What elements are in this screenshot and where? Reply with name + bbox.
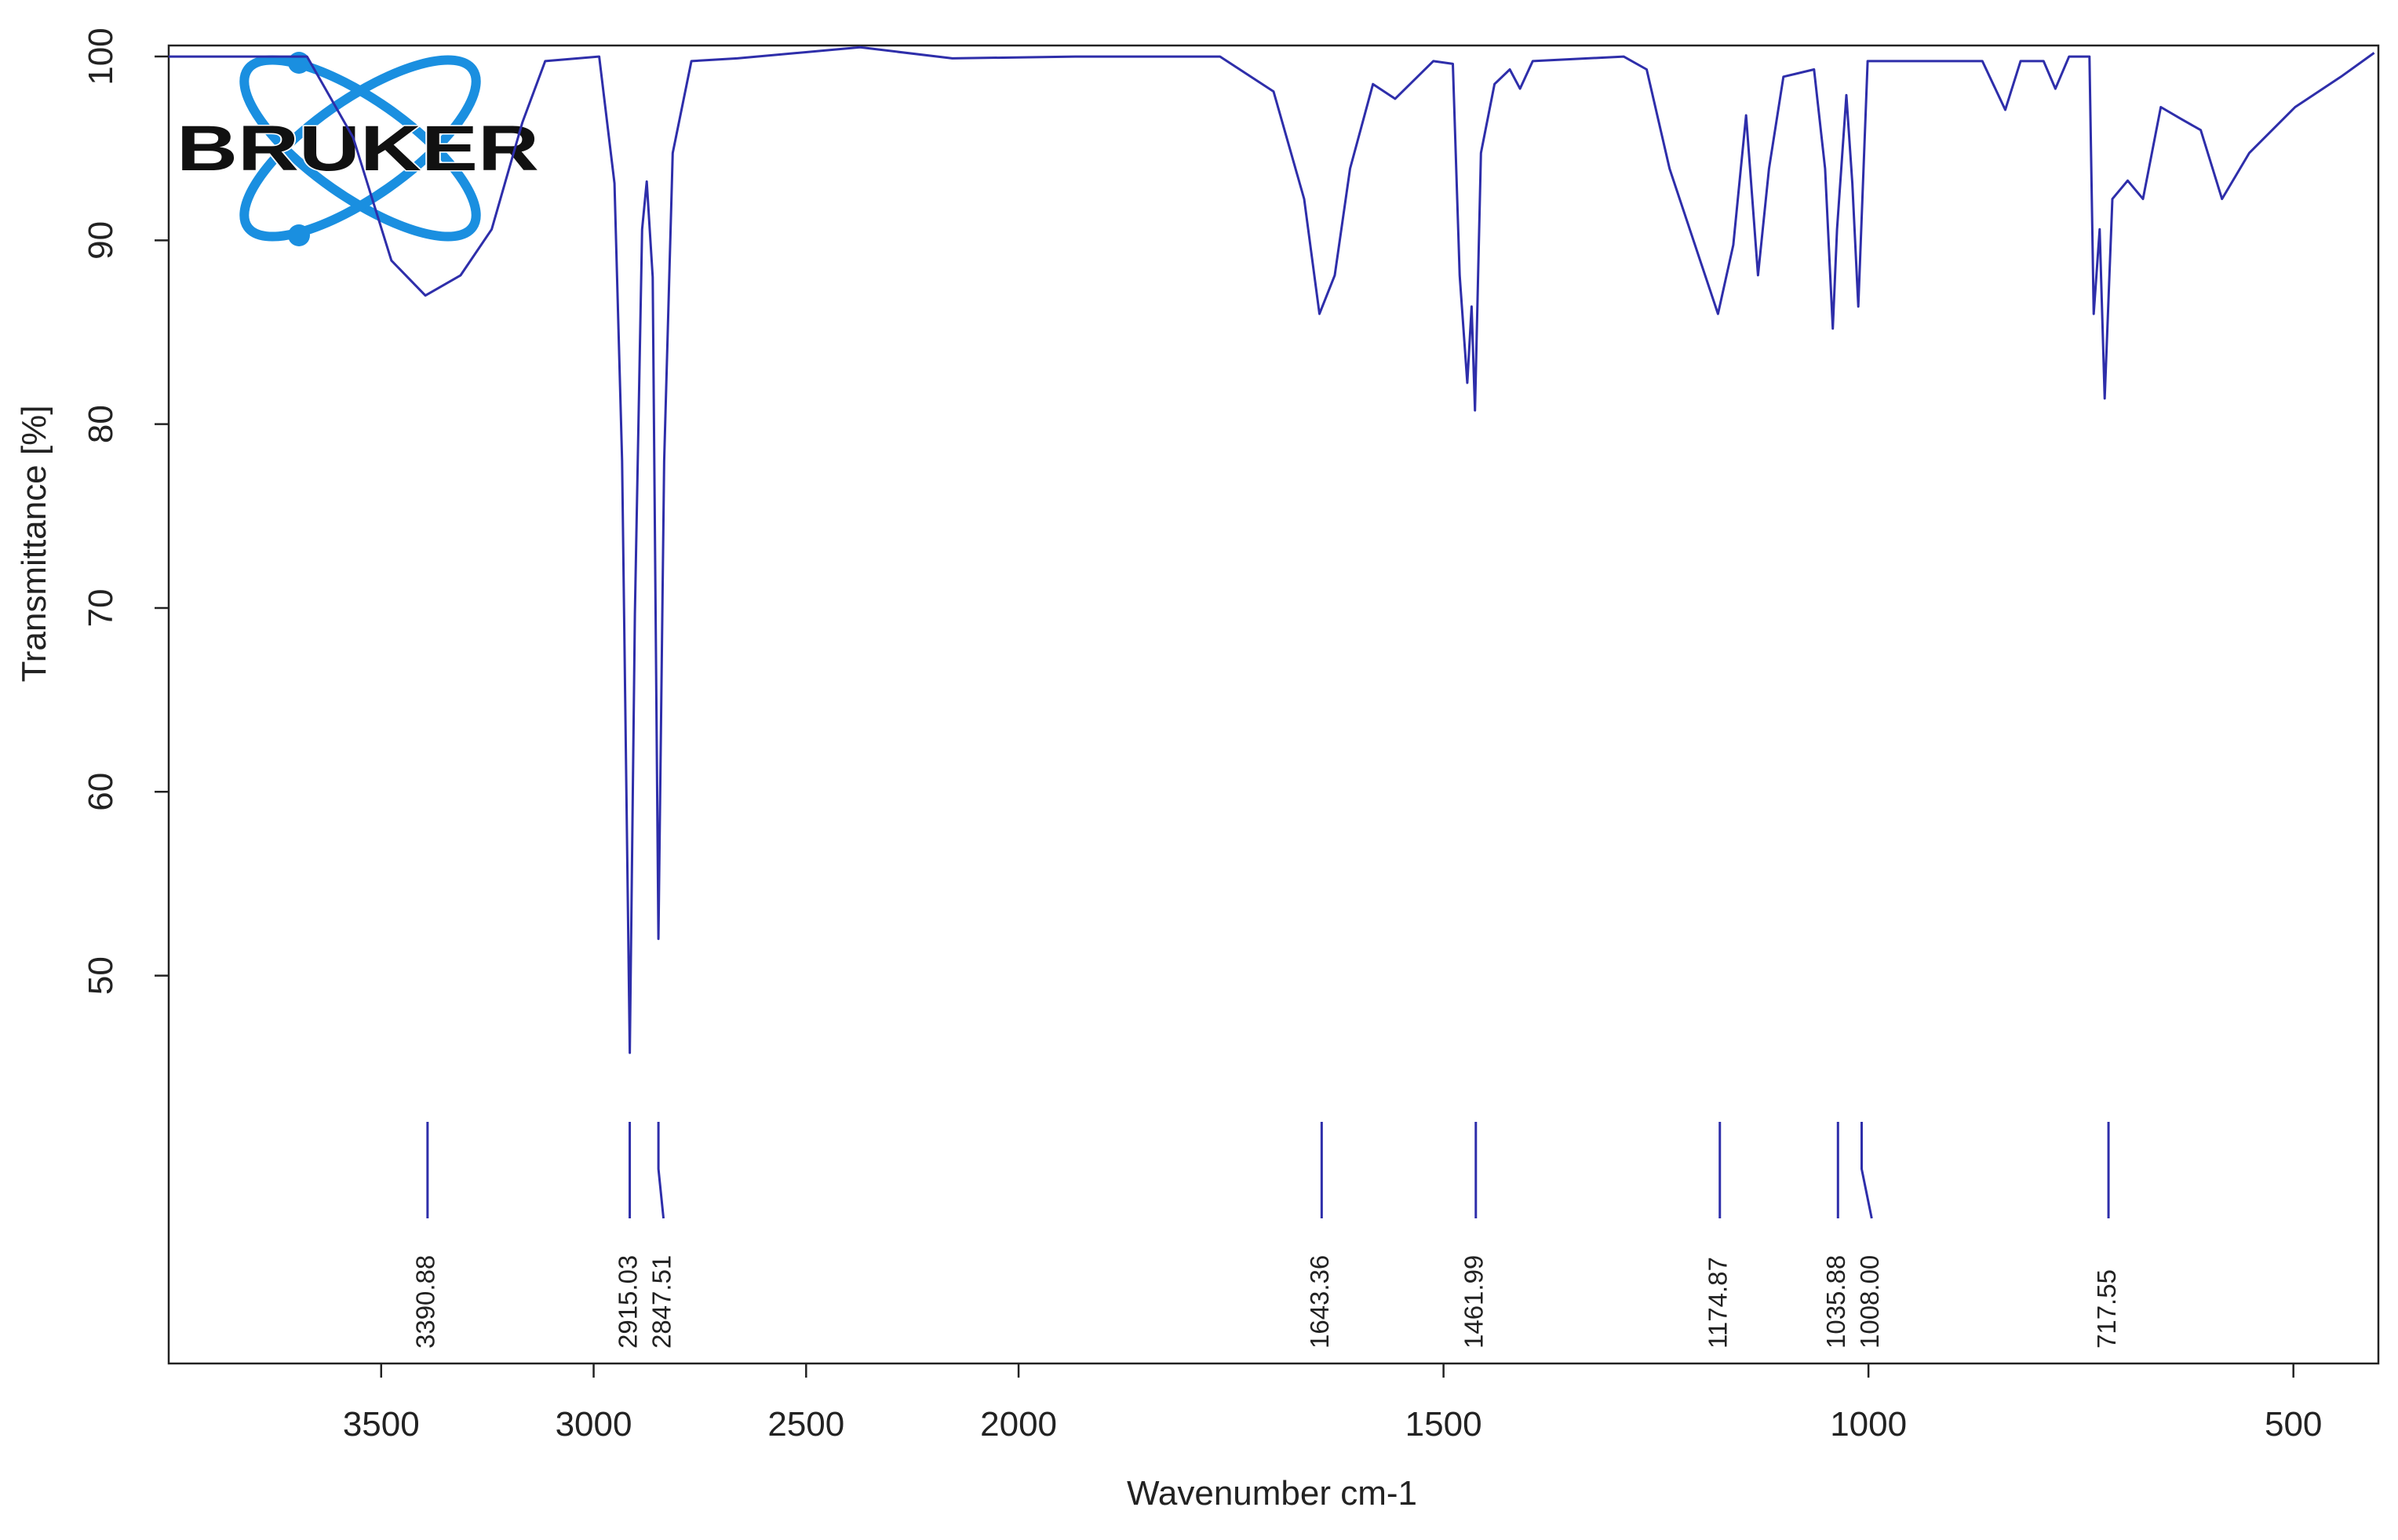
- logo: BRUKER: [176, 52, 541, 246]
- logo-orbit: [239, 55, 481, 242]
- x-tick-label: 2000: [980, 1405, 1057, 1444]
- peak-marker: [1860, 1122, 1873, 1219]
- peak-label: 1643.36: [1305, 1255, 1334, 1349]
- y-axis-title: Transmittance [%]: [15, 406, 53, 683]
- x-tick-label: 3000: [556, 1405, 632, 1444]
- peak-label: 1174.87: [1703, 1257, 1732, 1349]
- y-tick-label: 90: [82, 221, 120, 260]
- x-axis-title: Wavenumber cm-1: [1127, 1474, 1417, 1513]
- peak-marker: [657, 1122, 665, 1219]
- peak-label: 1008.00: [1855, 1255, 1884, 1349]
- peak-label: 3390.88: [411, 1255, 440, 1349]
- x-tick-label: 2500: [767, 1405, 844, 1444]
- peak-label: 2915.03: [613, 1255, 642, 1349]
- plot-frame: [167, 44, 2380, 1365]
- x-tick-label: 500: [2265, 1405, 2322, 1444]
- x-tick-label: 3500: [343, 1405, 420, 1444]
- y-tick-label: 50: [82, 956, 120, 995]
- peak-label: 717.55: [2092, 1269, 2121, 1349]
- y-tick-label: 60: [82, 773, 120, 811]
- logo-dot: [288, 52, 310, 74]
- x-tick-label: 1000: [1830, 1405, 1907, 1444]
- peak-label: 2847.51: [647, 1255, 676, 1349]
- y-tick-label: 100: [82, 27, 120, 85]
- peak-label: 1461.99: [1460, 1255, 1489, 1349]
- logo-orbit: [239, 55, 481, 242]
- peak-label: 1035.88: [1821, 1255, 1850, 1349]
- spectrum-line: [169, 46, 2375, 1054]
- x-tick-label: 1500: [1405, 1405, 1482, 1444]
- y-tick-label: 80: [82, 405, 120, 443]
- logo-dot: [288, 224, 310, 246]
- y-tick-label: 70: [82, 589, 120, 628]
